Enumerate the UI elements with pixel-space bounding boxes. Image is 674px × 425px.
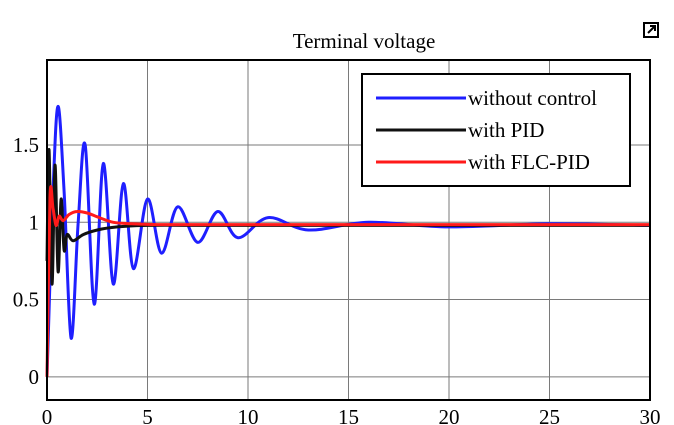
y-tick-label: 1.5 [13,133,39,157]
chart-title: Terminal voltage [293,29,436,53]
y-tick-label: 0 [29,365,40,389]
x-axis-ticks: 0 5 10 15 20 25 30 [42,405,661,425]
expand-icon[interactable] [644,23,658,37]
y-tick-label: 1 [29,210,40,234]
legend: without control with PID with FLC-PID [362,74,630,186]
y-axis-ticks: 0 0.5 1 1.5 [13,133,39,389]
x-tick-label: 30 [640,405,661,425]
legend-label: without control [468,86,597,110]
x-tick-label: 5 [142,405,153,425]
x-tick-label: 20 [439,405,460,425]
legend-label: with FLC-PID [468,150,590,174]
x-tick-label: 0 [42,405,53,425]
x-tick-label: 10 [238,405,259,425]
x-tick-label: 15 [338,405,359,425]
legend-label: with PID [468,118,544,142]
x-tick-label: 25 [539,405,560,425]
y-tick-label: 0.5 [13,288,39,312]
